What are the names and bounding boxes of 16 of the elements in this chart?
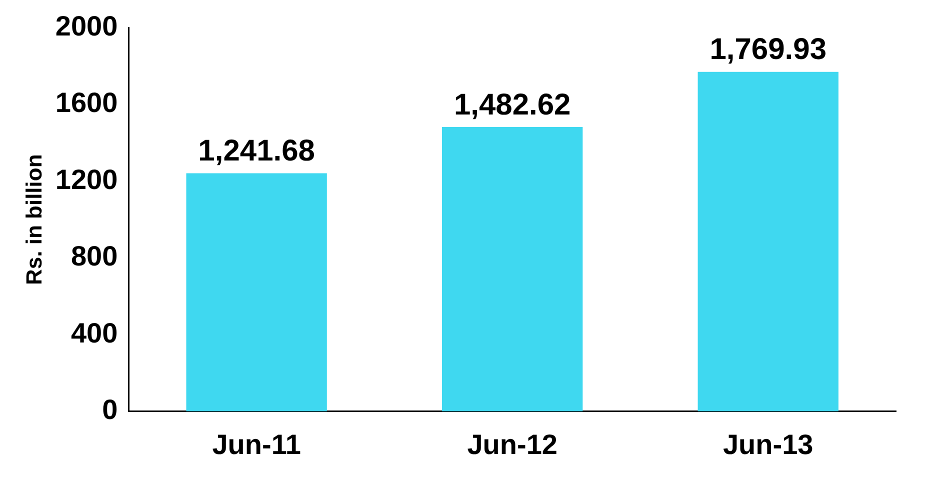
y-tick-label: 2000	[55, 10, 118, 42]
x-tick-label: Jun-13	[722, 428, 814, 460]
y-axis-title: Rs. in billion	[21, 154, 46, 285]
x-tick-label: Jun-12	[467, 428, 558, 460]
y-tick-label: 1200	[55, 164, 118, 195]
y-tick-label: 400	[70, 317, 118, 348]
data-label: 1,769.93	[710, 33, 827, 66]
bar	[698, 72, 838, 412]
y-tick-label: 800	[70, 240, 118, 272]
bar	[442, 127, 583, 412]
y-tick-label: 0	[102, 394, 118, 426]
bar	[186, 173, 327, 412]
y-tick-label: 1600	[55, 87, 118, 118]
x-tick-label: Jun-11	[212, 428, 301, 460]
data-label: 1,241.68	[198, 134, 315, 168]
data-label: 1,482.62	[454, 88, 571, 122]
